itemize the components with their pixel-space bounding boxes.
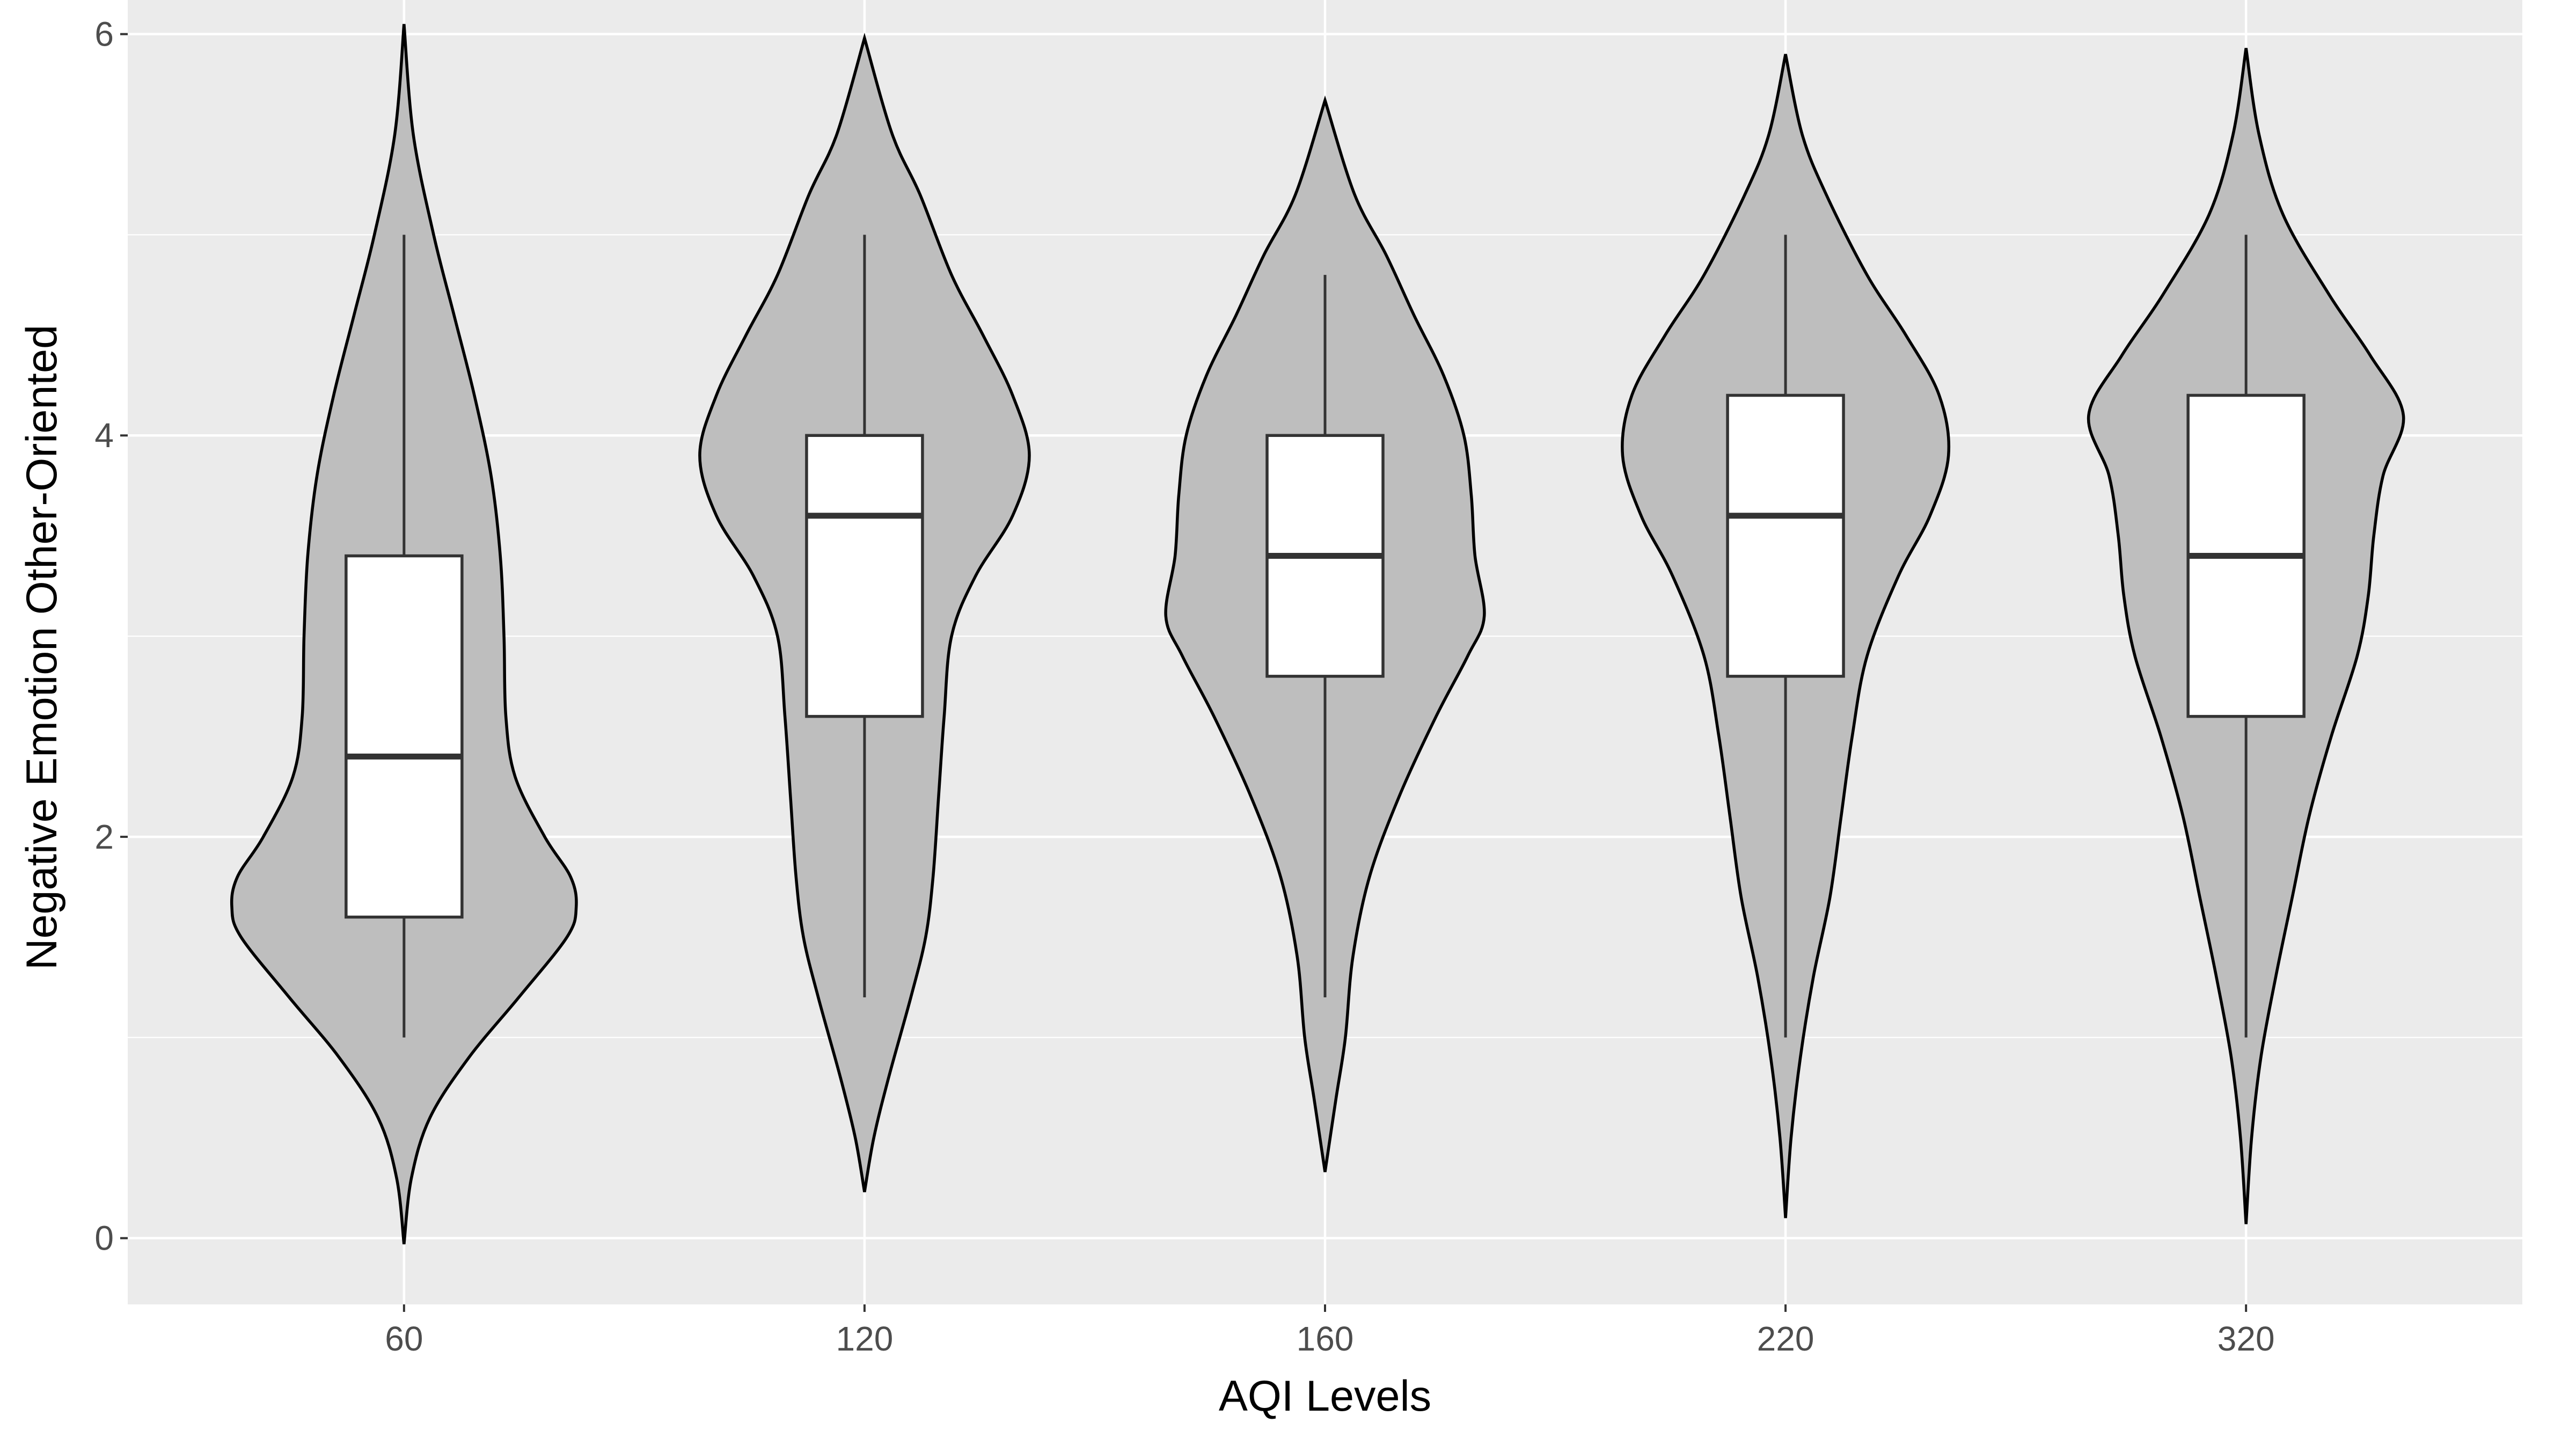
box-120	[805, 434, 924, 718]
y-tick-label: 2	[94, 818, 114, 856]
y-tick-label: 6	[94, 15, 114, 54]
box-layer	[345, 235, 2306, 1038]
x-tick-label: 160	[1297, 1319, 1354, 1358]
y-tick-label: 0	[94, 1219, 114, 1258]
y-tick-label: 4	[94, 416, 114, 455]
axis-layer: 0 2 4 6 60 120 160 220 320	[94, 15, 2274, 1358]
x-tick-label: 120	[836, 1319, 894, 1358]
box-60	[345, 554, 464, 919]
x-tick-label: 320	[2218, 1319, 2275, 1358]
y-axis-title: Negative Emotion Other-Oriented	[18, 325, 66, 970]
x-tick-label: 60	[385, 1319, 423, 1358]
x-axis-title: AQI Levels	[1219, 1372, 1431, 1420]
box-220	[1726, 393, 1845, 678]
x-tick-label: 220	[1757, 1319, 1814, 1358]
